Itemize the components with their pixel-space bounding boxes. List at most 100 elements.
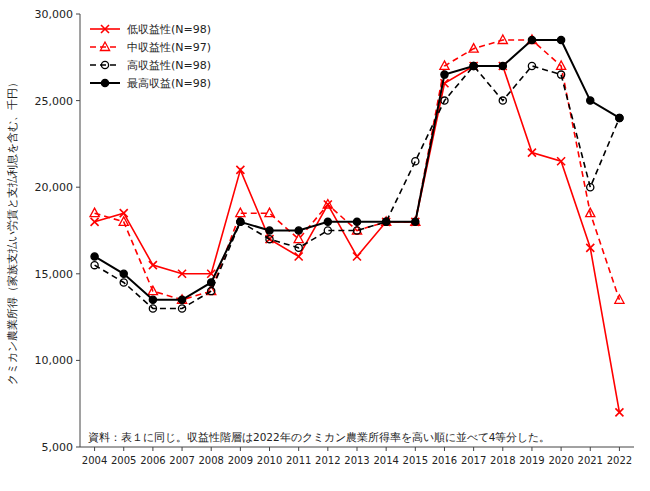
legend-item: 中収益性(N=97) xyxy=(90,41,211,54)
point xyxy=(208,279,215,286)
point xyxy=(382,217,391,226)
x-tick xyxy=(211,447,212,451)
point xyxy=(616,114,623,121)
axes: 5,00010,00015,00020,00025,00030,00020042… xyxy=(35,8,635,466)
x-tick xyxy=(182,447,183,451)
x-tick xyxy=(531,447,532,451)
x-tick xyxy=(152,447,153,451)
point xyxy=(382,218,390,226)
point xyxy=(586,208,595,217)
y-tick xyxy=(76,100,80,101)
point xyxy=(178,296,185,303)
point xyxy=(323,200,332,209)
y-tick xyxy=(76,187,80,188)
legend-item: 低収益性(N=98) xyxy=(90,23,211,36)
point xyxy=(177,295,186,304)
x-tick-label: 2021 xyxy=(578,455,603,466)
point xyxy=(149,305,156,312)
point xyxy=(469,44,478,53)
legend-label: 高収益性(N=98) xyxy=(127,59,211,72)
point xyxy=(498,35,507,44)
x-tick xyxy=(619,447,620,451)
point xyxy=(353,252,361,260)
series xyxy=(91,36,623,303)
x-tick-label: 2019 xyxy=(519,455,544,466)
point xyxy=(411,218,419,226)
legend-marker xyxy=(101,61,108,68)
x-tick-label: 2010 xyxy=(257,455,282,466)
point xyxy=(119,217,128,226)
x-tick-label: 2014 xyxy=(373,455,398,466)
x-tick xyxy=(123,447,124,451)
x-tick-label: 2011 xyxy=(286,455,311,466)
point xyxy=(412,158,419,165)
point xyxy=(178,270,186,278)
point xyxy=(411,217,420,226)
legend-line xyxy=(90,64,120,66)
x-tick xyxy=(415,447,416,451)
point xyxy=(587,184,594,191)
point xyxy=(120,270,127,277)
point xyxy=(586,244,594,252)
y-axis-label: クミカン農業所得（家族支払い労賃と支払利息を含む、千円） xyxy=(6,77,19,385)
x-tick xyxy=(502,447,503,451)
point xyxy=(91,218,99,226)
point xyxy=(615,295,624,304)
point xyxy=(207,286,216,295)
point xyxy=(383,218,390,225)
y-tick-label: 30,000 xyxy=(35,8,74,21)
point xyxy=(236,208,245,217)
x-tick-label: 2018 xyxy=(490,455,515,466)
y-tick-label: 10,000 xyxy=(35,354,74,367)
point xyxy=(266,236,273,243)
series-line xyxy=(95,40,620,300)
point xyxy=(178,305,185,312)
series xyxy=(90,35,624,303)
point xyxy=(499,62,507,70)
legend-line xyxy=(90,46,120,48)
point xyxy=(295,227,302,234)
x-tick xyxy=(269,447,270,451)
point xyxy=(237,218,244,225)
x-tick xyxy=(327,447,328,451)
point xyxy=(528,149,536,157)
x-tick-label: 2013 xyxy=(344,455,369,466)
x-tick-label: 2009 xyxy=(228,455,253,466)
chart: 5,00010,00015,00020,00025,00030,00020042… xyxy=(0,0,650,491)
x-tick-label: 2004 xyxy=(82,455,107,466)
plot-area xyxy=(90,35,624,416)
legend-item: 高収益性(N=98) xyxy=(90,59,211,72)
x-tick-label: 2020 xyxy=(548,455,573,466)
point xyxy=(266,227,273,234)
point xyxy=(470,62,478,70)
point xyxy=(208,288,215,295)
point xyxy=(90,208,99,217)
legend-marker xyxy=(101,79,108,86)
x-tick-label: 2008 xyxy=(198,455,223,466)
point xyxy=(558,71,565,78)
point xyxy=(440,61,449,70)
point xyxy=(412,218,419,225)
point xyxy=(615,408,623,416)
y-tick xyxy=(76,447,80,448)
point xyxy=(441,97,448,104)
point xyxy=(120,279,127,286)
x-tick-label: 2006 xyxy=(140,455,165,466)
point xyxy=(528,62,535,69)
y-tick xyxy=(76,360,80,361)
x-tick-label: 2022 xyxy=(607,455,632,466)
point xyxy=(470,62,477,69)
point xyxy=(236,166,244,174)
x-tick xyxy=(240,447,241,451)
point xyxy=(353,227,360,234)
point xyxy=(91,262,98,269)
x-tick xyxy=(386,447,387,451)
point xyxy=(353,218,360,225)
y-axis-line xyxy=(80,14,81,447)
point xyxy=(557,61,566,70)
legend-marker xyxy=(100,42,109,51)
point xyxy=(324,227,331,234)
y-tick-label: 5,000 xyxy=(42,441,74,454)
x-tick-label: 2005 xyxy=(111,455,136,466)
legend-label: 低収益性(N=98) xyxy=(127,23,211,36)
